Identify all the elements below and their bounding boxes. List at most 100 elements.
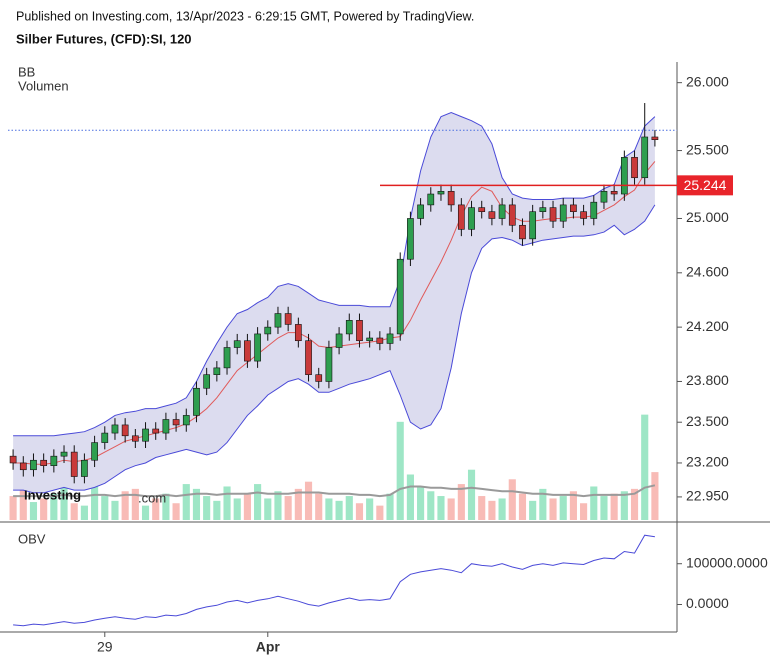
volume-bar: [91, 486, 99, 520]
volume-bar: [9, 496, 17, 520]
candle-body: [91, 442, 98, 461]
volume-bar: [162, 493, 170, 520]
candle-body: [131, 435, 139, 442]
candle-body: [60, 451, 68, 457]
volume-bar: [518, 493, 527, 520]
candle-body: [152, 428, 160, 434]
bb-upper: [13, 111, 656, 437]
candle-body: [590, 201, 598, 219]
candle-body: [610, 191, 618, 195]
y-tick-label: 100000.0000: [686, 554, 768, 570]
candle-body: [600, 191, 608, 203]
volume-bar: [427, 491, 435, 520]
volume-bar: [111, 500, 119, 520]
logo-text: Investing: [24, 487, 81, 502]
y-tick-label: 25.000: [686, 209, 729, 225]
volume-bar: [325, 498, 333, 520]
candle-body: [417, 204, 424, 219]
candle-body: [335, 333, 343, 348]
candle-body: [366, 337, 374, 342]
volume-bar: [243, 493, 251, 520]
candle-body: [40, 459, 48, 466]
volume-bar: [141, 505, 150, 520]
candle-body: [315, 374, 323, 382]
volume-bar: [641, 414, 649, 520]
volume-bar: [294, 488, 302, 520]
volume-bar: [508, 479, 516, 520]
candle-body: [213, 367, 221, 375]
volume-bar: [345, 496, 353, 520]
volume-bar: [580, 503, 588, 520]
candle-body: [488, 211, 496, 219]
bb-middle: [13, 161, 656, 465]
candle-body: [244, 340, 251, 362]
y-tick-label: 26.000: [686, 73, 729, 89]
volume-bar: [651, 472, 659, 520]
candle-body: [294, 324, 302, 342]
candle-body: [386, 333, 394, 344]
volume-bar: [539, 488, 547, 520]
candle-body: [203, 374, 211, 389]
volume-bar: [478, 496, 486, 520]
volume-bar: [488, 500, 496, 520]
y-tick-label: 23.500: [686, 413, 729, 429]
y-tick-label: 0.0000: [686, 595, 729, 611]
volume-bar: [121, 491, 129, 520]
volume-bar: [70, 503, 78, 520]
candle-body: [396, 258, 404, 335]
volume-bar: [264, 498, 272, 520]
volume-bar: [376, 505, 384, 520]
volume-bar: [315, 493, 323, 520]
volume-bar: [50, 493, 58, 520]
logo: Investing .com: [24, 487, 166, 505]
volume-bar: [498, 498, 506, 520]
y-tick-label: 23.800: [686, 372, 729, 388]
volume-bar: [529, 500, 537, 520]
candle-body: [407, 218, 414, 260]
volume-bar: [223, 486, 231, 520]
candle-body: [81, 459, 88, 477]
candle-body: [478, 207, 486, 212]
y-tick-label: 22.950: [686, 488, 729, 504]
volume-bar: [366, 498, 374, 520]
candle-body: [651, 136, 659, 141]
candle-body: [284, 313, 292, 325]
candle-body: [233, 340, 241, 348]
candle-body: [620, 157, 628, 195]
volume-bar: [335, 500, 343, 520]
y-tick-label: 25.500: [686, 141, 729, 157]
candle-body: [111, 424, 119, 434]
x-tick-label: 29: [97, 639, 113, 655]
candle-body: [9, 455, 17, 464]
candle-body: [631, 157, 638, 179]
candle-body: [142, 428, 149, 442]
volume-bar: [406, 474, 414, 520]
volume-bar: [600, 496, 608, 520]
candle-body: [519, 224, 526, 240]
volume-bar: [40, 498, 48, 520]
candle-body: [50, 455, 58, 466]
candle-body: [498, 204, 506, 219]
current-price-label: 25.244: [684, 177, 727, 193]
volume-bar: [152, 498, 160, 520]
candle-body: [172, 419, 180, 426]
candle-body: [468, 207, 475, 230]
candle-body: [345, 320, 353, 335]
volume-bar: [80, 505, 88, 520]
volume-bar: [467, 469, 476, 520]
volume-bar: [19, 490, 27, 520]
candle-body: [182, 415, 190, 426]
volume-bar: [396, 421, 404, 520]
candle-body: [549, 207, 557, 222]
candle-body: [254, 333, 261, 362]
volume-bar: [254, 484, 262, 520]
chart-title: Silber Futures, (CFD):SI, 120: [16, 31, 192, 46]
candle-body: [437, 191, 445, 195]
candle-body: [447, 191, 455, 206]
candle-body: [356, 320, 363, 342]
candle-body: [274, 313, 282, 328]
volume-bar: [60, 484, 68, 520]
y-tick-label: 23.200: [686, 454, 729, 470]
volume-bar: [549, 498, 557, 520]
